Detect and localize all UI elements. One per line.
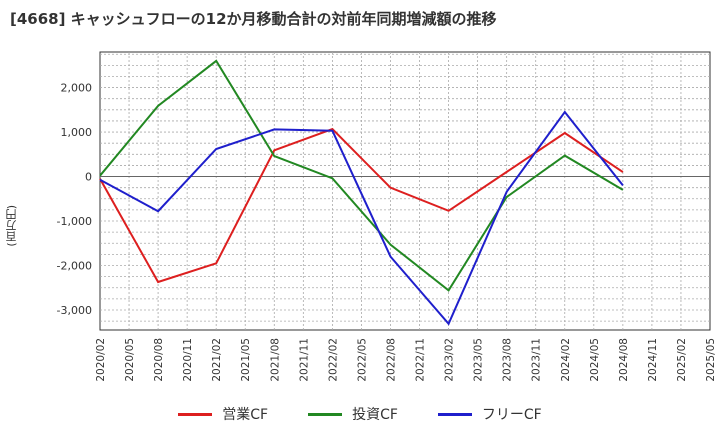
- x-tick-label: 2024/05: [589, 338, 601, 382]
- legend: 営業CF 投資CF フリーCF: [0, 402, 720, 426]
- legend-item-investing-cf: 投資CF: [308, 404, 398, 424]
- chart-title: [4668] キャッシュフローの12か月移動合計の対前年同期増減額の推移: [10, 10, 497, 28]
- legend-label-free-cf: フリーCF: [481, 407, 542, 423]
- x-tick-label: 2022/08: [385, 338, 397, 382]
- y-tick-label: -2,000: [57, 260, 92, 273]
- x-tick-label: 2024/02: [560, 338, 572, 382]
- legend-item-free-cf: フリーCF: [437, 404, 542, 424]
- x-tick-label: 2023/08: [502, 338, 514, 382]
- series-line-1: [99, 127, 624, 284]
- legend-item-operating-cf: 営業CF: [178, 404, 268, 424]
- plot-area: [99, 51, 711, 331]
- x-tick-label: 2020/02: [95, 338, 107, 382]
- series-line-3: [99, 110, 624, 326]
- x-tick-label: 2022/11: [415, 338, 427, 382]
- x-tick-label: 2024/08: [618, 338, 630, 382]
- x-tick-label: 2025/05: [705, 338, 717, 382]
- legend-swatch-operating-cf: [178, 412, 213, 416]
- series-line-2: [99, 59, 624, 292]
- y-tick-label: 1,000: [61, 126, 93, 139]
- legend-swatch-free-cf: [437, 412, 472, 416]
- x-tick-label: 2021/05: [240, 338, 252, 382]
- y-tick-label: -3,000: [57, 304, 92, 317]
- x-tick-label: 2021/02: [211, 338, 223, 382]
- x-tick-label: 2022/05: [356, 338, 368, 382]
- x-tick-label: 2020/05: [124, 338, 136, 382]
- x-tick-label: 2025/02: [676, 338, 688, 382]
- x-tick-label: 2020/11: [182, 338, 194, 382]
- x-tick-label: 2024/11: [647, 338, 659, 382]
- x-tick-label: 2023/05: [473, 338, 485, 382]
- y-tick-label: -1,000: [57, 215, 92, 228]
- legend-label-operating-cf: 営業CF: [222, 407, 269, 423]
- x-tick-label: 2023/11: [531, 338, 543, 382]
- x-tick-label: 2020/08: [153, 338, 165, 382]
- y-tick-label: 2,000: [61, 82, 93, 95]
- y-tick-label: 0: [85, 171, 92, 184]
- x-tick-label: 2023/02: [444, 338, 456, 382]
- x-tick-label: 2022/02: [327, 338, 339, 382]
- x-tick-label: 2021/11: [298, 338, 310, 382]
- x-tick-label: 2021/08: [269, 338, 281, 382]
- legend-swatch-investing-cf: [308, 412, 343, 416]
- legend-label-investing-cf: 投資CF: [352, 407, 398, 423]
